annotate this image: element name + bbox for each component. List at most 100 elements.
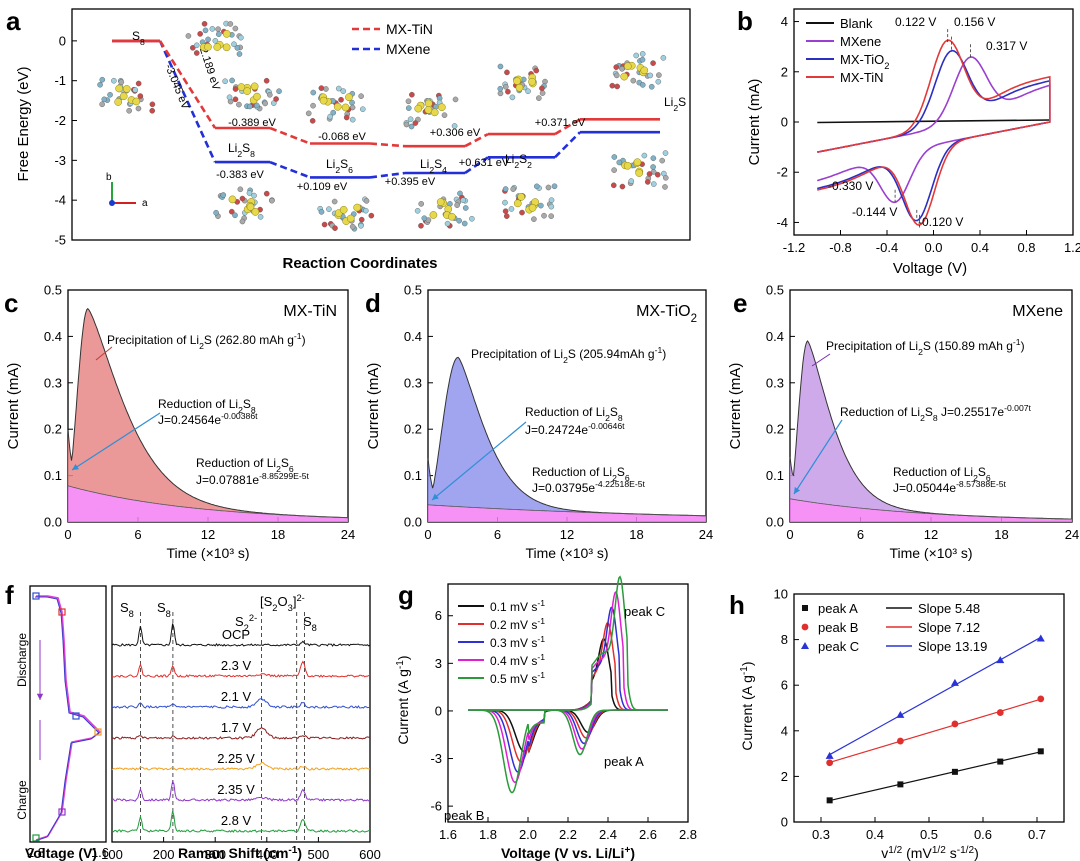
panel-g-xtick-label: 1.8 [479,827,497,842]
mxene-series-connector [158,40,217,163]
raman-sampling-point [32,834,40,842]
legend-b-label: MXene [840,34,881,49]
panel-a-xlabel: Reaction Coordinates [282,255,437,272]
raman-spectrum-label: 2.3 V [221,658,252,673]
panel-label-a: a [6,6,21,36]
raman-sampling-point [72,712,80,720]
mxtin-series-connector [554,118,581,136]
panel-b-xtick-label: 0.0 [924,240,942,255]
species-label-Li2S4: Li2S4 [420,157,447,175]
panel-g-xtick-label: 2.6 [639,827,657,842]
panel-h-ytick-label: 8 [781,632,788,647]
panel-b-xtick-label: -1.2 [783,240,805,255]
voltage-profile-curve-2 [34,596,100,842]
panel-c-ytick-label: 0.1 [44,468,62,483]
panel-d-xtick-label: 6 [494,527,501,542]
panel-d-ytick-label: 0.2 [404,422,422,437]
panel-b-xtick-label: -0.4 [876,240,898,255]
axis-indicator-origin [109,200,115,206]
peak-b-label: peak B [444,808,484,823]
energy-change-mxene: -3.045 eV [162,63,191,112]
legend-h-slope: Slope 5.48 [918,601,980,616]
mxtin-series-connector [464,132,489,148]
panel-g-xtick-label: 1.6 [439,827,457,842]
energy-change-mxtin: +0.306 eV [430,127,481,139]
annotation-pointer [95,346,113,361]
legend-g-label: 0.2 mV s-1 [490,616,545,632]
adsorption-structure [502,183,558,222]
panel-e-ytick-label: 0.4 [766,329,784,344]
annotation-li2s6-fit: J=0.03795e-4.22518E-5t [532,479,646,495]
adsorption-structure [97,76,156,114]
panel-c-xtick-label: 0 [64,527,71,542]
data-point-peak-a [951,768,958,775]
legend-g-label: 0.5 mV s-1 [490,670,545,686]
data-point-peak-c [950,678,959,686]
annotation-precipitation: Precipitation of Li2S (205.94mAh g-1) [471,345,666,365]
energy-change-mxene: -0.383 eV [216,169,264,181]
panel-d-xtick-label: 24 [699,527,713,542]
panel-a-ytick-label: -2 [54,113,66,128]
panel-e-xtick-label: 6 [857,527,864,542]
panel-f-xtick-label: 600 [359,847,381,861]
charge-label: Charge [15,780,29,820]
species-label-Li2S: Li2S [664,95,686,113]
annotation-arrow [793,419,843,495]
panel-b-xtick-label: 0.4 [971,240,989,255]
panel-e-ytick-label: 0.0 [766,515,784,530]
li2s6-reduction-area [68,485,348,522]
panel-h-xtick-label: 0.7 [1028,827,1046,842]
adsorption-structure [185,20,244,57]
adsorption-structure [222,77,282,112]
raman-spectrum-label: 2.1 V [221,689,252,704]
mxene-series-connector [464,156,489,175]
peak-c-label: peak C [624,604,665,619]
mxene-series-connector [554,131,581,159]
panel-f-xtick-label: 100 [101,847,123,861]
panel-e-xtick-label: 24 [1065,527,1079,542]
panel-b-ytick-label: 4 [781,14,788,29]
adsorption-structure [403,91,459,130]
adsorption-structure [414,190,475,229]
energy-change-mxene: +0.109 eV [297,181,348,193]
legend-b-label: Blank [840,16,873,31]
legend-g-label: 0.4 mV s-1 [490,652,545,668]
panel-e-xtick-label: 12 [924,527,938,542]
data-point-peak-a [826,797,833,804]
data-point-peak-c [825,751,834,759]
raman-spectrum-6 [111,810,371,833]
panel-e-ytick-label: 0.2 [766,422,784,437]
annotation-li2s8-label: Reduction of Li2S8 [158,397,256,415]
raman-spectrum-3 [111,726,371,740]
panel-label-h: h [729,590,745,620]
raman-peak-label: S8 [120,600,134,619]
panel-c-ytick-label: 0.4 [44,329,62,344]
raman-peak-label: S22- [235,613,257,633]
legend-h-marker [801,623,809,631]
li2s6-reduction-area [790,498,1072,522]
species-label-Li2S8: Li2S8 [228,141,255,159]
panel-g-xtick-label: 2.4 [599,827,617,842]
panel-b-ytick-label: -2 [776,165,788,180]
cv-peak-label: 0.156 V [954,15,995,29]
panel-a-ytick-label: -1 [54,73,66,88]
raman-sampling-point [94,728,102,736]
energy-change-mxtin: -0.068 eV [318,131,366,143]
data-point-peak-c [896,710,905,718]
panel-g-xtick-label: 2.8 [679,827,697,842]
discharge-label: Discharge [15,633,29,687]
cv-rate-curve-2 [468,606,668,773]
li2s-precipitation-area [68,308,348,518]
panel-c-ylabel: Current (mA) [5,363,22,450]
panel-h-ytick-label: 2 [781,769,788,784]
cv-peak-label: -0.144 V [852,205,897,219]
peak-a-label: peak A [604,754,644,769]
annotation-arrow [431,421,527,501]
panel-a-frame [71,8,691,241]
annotation-precipitation: Precipitation of Li2S (262.80 mAh g-1) [107,331,306,351]
panel-f-xtick-label: 300 [204,847,226,861]
panel-c-ytick-label: 0.2 [44,422,62,437]
panel-c-xtick-label: 24 [341,527,355,542]
panel-label-f: f [5,580,14,610]
panel-c-xtick-label: 12 [201,527,215,542]
